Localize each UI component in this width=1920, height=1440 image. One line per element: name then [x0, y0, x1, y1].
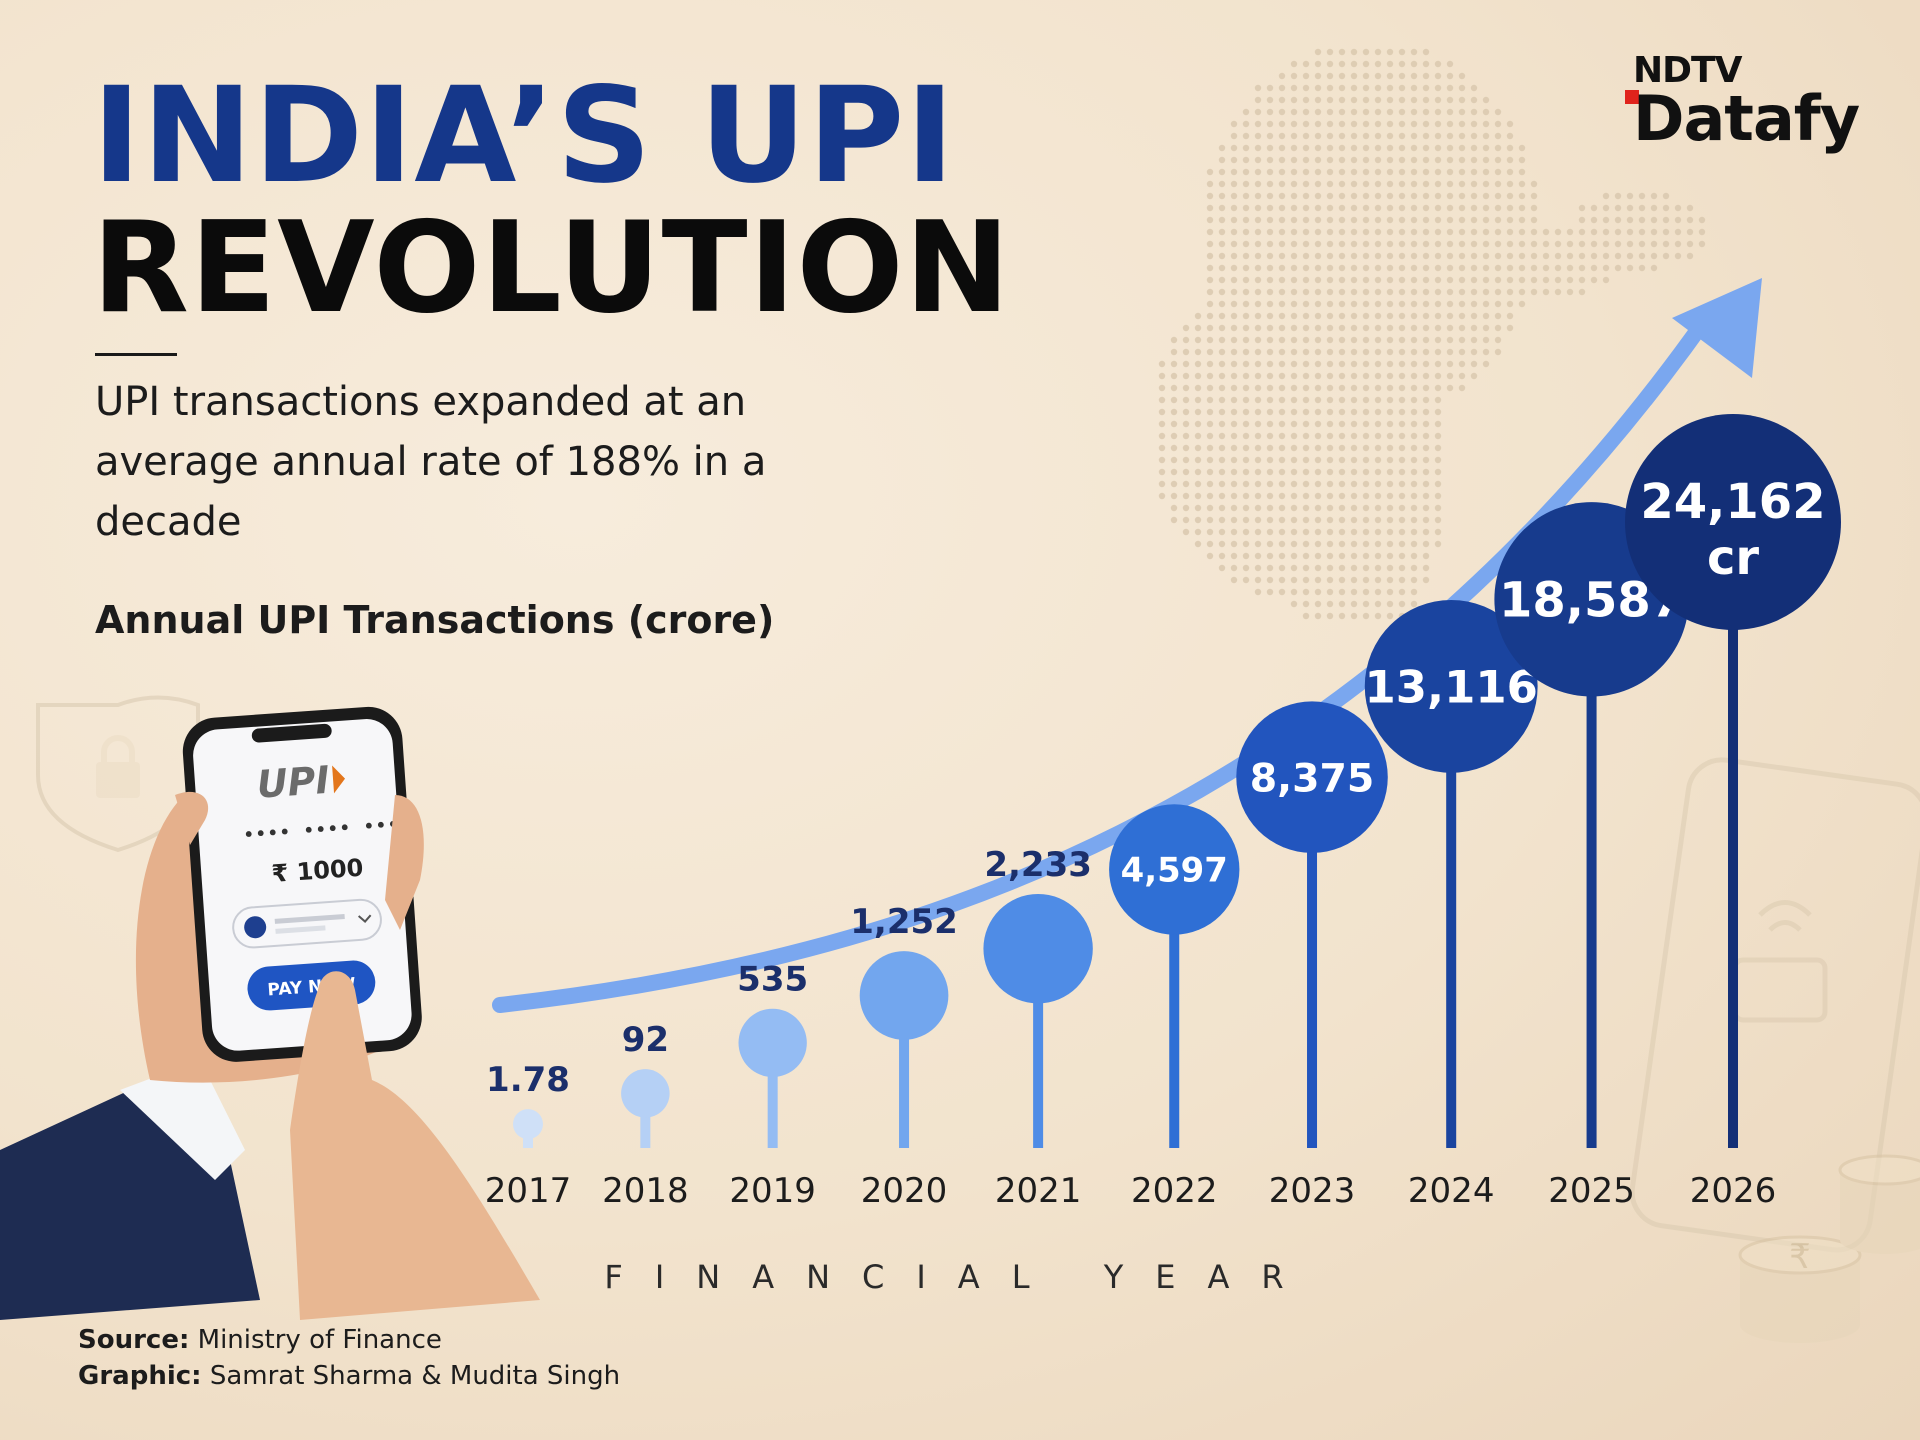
- data-label-2022: 4,597: [1121, 851, 1228, 890]
- upi-logo-arrow-icon: [332, 765, 346, 794]
- svg-text:₹: ₹: [1789, 1237, 1811, 1277]
- x-tick-label-2026: 2026: [1690, 1171, 1777, 1211]
- x-tick-label-2020: 2020: [861, 1171, 948, 1211]
- brand-logo-dot: [1625, 90, 1639, 104]
- pointing-hand: [290, 971, 540, 1320]
- data-label-2018: 92: [622, 1020, 669, 1060]
- subtitle: UPI transactions expanded at an average …: [95, 379, 767, 545]
- title-divider: [95, 353, 177, 356]
- bar-stem-2021: [1033, 948, 1044, 1148]
- graphic-label: Graphic:: [78, 1361, 202, 1391]
- data-label-2019: 535: [737, 960, 808, 1000]
- chevron-down-icon: [357, 914, 372, 923]
- page-title-line1: INDIA’S UPI: [92, 59, 956, 213]
- brand-logo: NDTV Datafy: [1625, 50, 1870, 160]
- data-label-2017: 1.78: [486, 1060, 570, 1100]
- bar-stem-2019: [767, 1042, 778, 1148]
- brand-logo-line1: NDTV: [1633, 50, 1742, 91]
- source-label: Source:: [78, 1325, 190, 1355]
- x-tick-label-2018: 2018: [602, 1171, 689, 1211]
- brand-logo-line2: Datafy: [1633, 82, 1860, 155]
- x-tick-label-2025: 2025: [1548, 1171, 1635, 1211]
- phone: UPI •••• •••• •••• ₹ 1000 PAY NOW: [182, 706, 422, 1062]
- account-avatar-icon: [244, 916, 267, 939]
- upi-logo: UPI: [255, 758, 331, 807]
- graphic-line: Graphic: Samrat Sharma & Mudita Singh: [78, 1358, 620, 1394]
- source-value: Ministry of Finance: [197, 1325, 442, 1355]
- chart-title: Annual UPI Transactions (crore): [95, 598, 775, 642]
- x-axis-label: FINANCIAL YEAR: [604, 1258, 1315, 1296]
- bar-stem-2025: [1586, 599, 1597, 1148]
- x-tick-label-2024: 2024: [1408, 1171, 1495, 1211]
- account-select[interactable]: [232, 898, 382, 949]
- bar-stem-2018: [640, 1093, 651, 1148]
- trend-arrow-head: [1672, 278, 1762, 378]
- india-dot-map-icon: [1158, 48, 1706, 620]
- data-label-unit-2026: cr: [1707, 530, 1759, 586]
- bar-bubble-2024: [1364, 599, 1538, 773]
- bar-bubble-2020: [859, 951, 949, 1040]
- x-tick-label-2017: 2017: [485, 1171, 572, 1211]
- bar-bubble-2023: [1236, 701, 1388, 853]
- bar-bubble-2018: [621, 1069, 670, 1118]
- bar-bubble-2019: [738, 1008, 807, 1078]
- footer-credits: Source: Ministry of Finance Graphic: Sam…: [78, 1322, 620, 1394]
- graphic-value: Samrat Sharma & Mudita Singh: [209, 1361, 621, 1391]
- hand-holding-phone-illustration: UPI •••• •••• •••• ₹ 1000 PAY NOW: [0, 706, 540, 1320]
- x-tick-label-2023: 2023: [1269, 1171, 1356, 1211]
- bar-bubble-2026: [1625, 414, 1841, 630]
- x-tick-label-2021: 2021: [995, 1171, 1082, 1211]
- data-label-2026: 24,162: [1640, 474, 1825, 530]
- x-tick-label-2019: 2019: [729, 1171, 816, 1211]
- source-line: Source: Ministry of Finance: [78, 1322, 620, 1358]
- page-title-line2: REVOLUTION: [92, 194, 1012, 341]
- bar-stem-2022: [1169, 869, 1180, 1148]
- data-label-2024: 13,116: [1364, 661, 1537, 714]
- data-label-2021: 2,233: [984, 845, 1092, 885]
- coin-stack-icon: ₹: [1738, 1154, 1920, 1343]
- bar-stem-2024: [1446, 686, 1457, 1148]
- x-tick-label-2022: 2022: [1131, 1171, 1218, 1211]
- shirt-cuff: [120, 1060, 245, 1180]
- bar-stem-2023: [1307, 777, 1318, 1148]
- bar-bubble-2017: [513, 1109, 543, 1140]
- payment-amount: ₹ 1000: [271, 854, 365, 888]
- data-label-2020: 1,252: [850, 902, 958, 942]
- bar-bubble-2021: [983, 893, 1093, 1004]
- bar-stem-2020: [899, 995, 910, 1148]
- bar-stem-2026: [1728, 522, 1738, 1148]
- bar-bubble-2022: [1109, 804, 1240, 935]
- data-label-2023: 8,375: [1250, 755, 1375, 801]
